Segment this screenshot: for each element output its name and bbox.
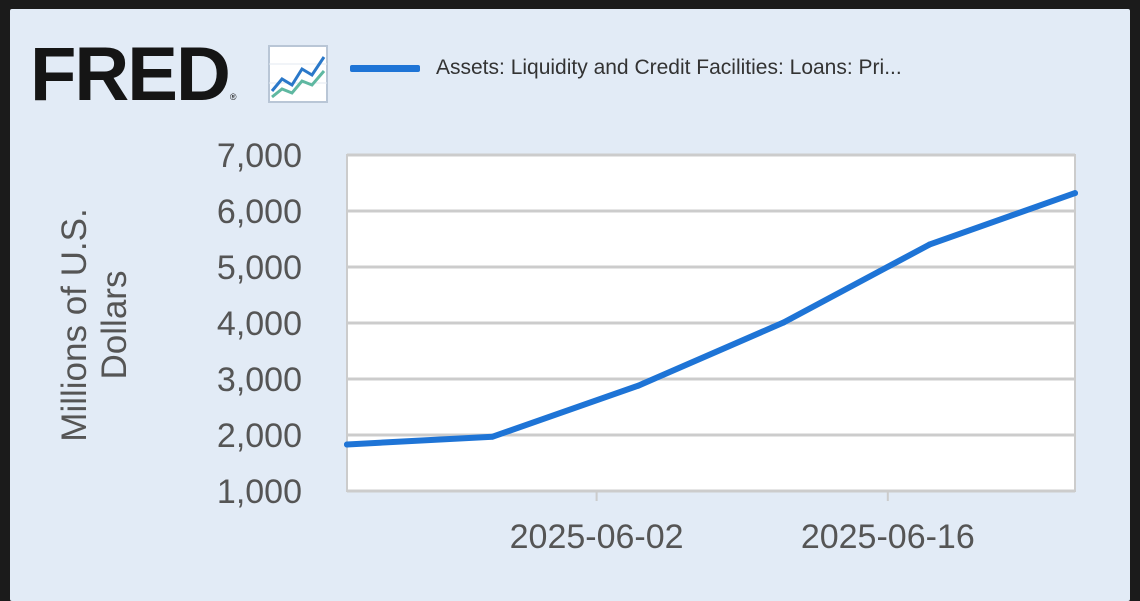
- legend-swatch: [350, 64, 420, 72]
- x-tick-label: 2025-06-16: [801, 518, 975, 556]
- y-tick-label: 4,000: [217, 305, 302, 343]
- y-tick-label: 1,000: [217, 473, 302, 511]
- y-tick-label: 7,000: [217, 137, 302, 175]
- y-tick-label: 3,000: [217, 361, 302, 399]
- line-chart-icon: [268, 45, 328, 103]
- chart-legend: Assets: Liquidity and Credit Facilities:…: [350, 56, 902, 80]
- fred-logo[interactable]: FRED ®: [30, 32, 237, 117]
- series-line: [344, 190, 1078, 448]
- x-tick-label: 2025-06-02: [510, 518, 684, 556]
- data-point: [635, 382, 642, 389]
- data-point: [1072, 190, 1078, 197]
- data-point: [926, 241, 933, 248]
- data-point: [489, 433, 496, 440]
- y-tick-label: 2,000: [217, 417, 302, 455]
- data-point: [344, 441, 350, 448]
- legend-label: Assets: Liquidity and Credit Facilities:…: [436, 56, 902, 79]
- registered-mark: ®: [229, 92, 237, 102]
- y-tick-label: 5,000: [217, 249, 302, 287]
- data-point: [780, 319, 787, 326]
- y-tick-label: 6,000: [217, 193, 302, 231]
- fred-logo-text: FRED: [30, 32, 231, 117]
